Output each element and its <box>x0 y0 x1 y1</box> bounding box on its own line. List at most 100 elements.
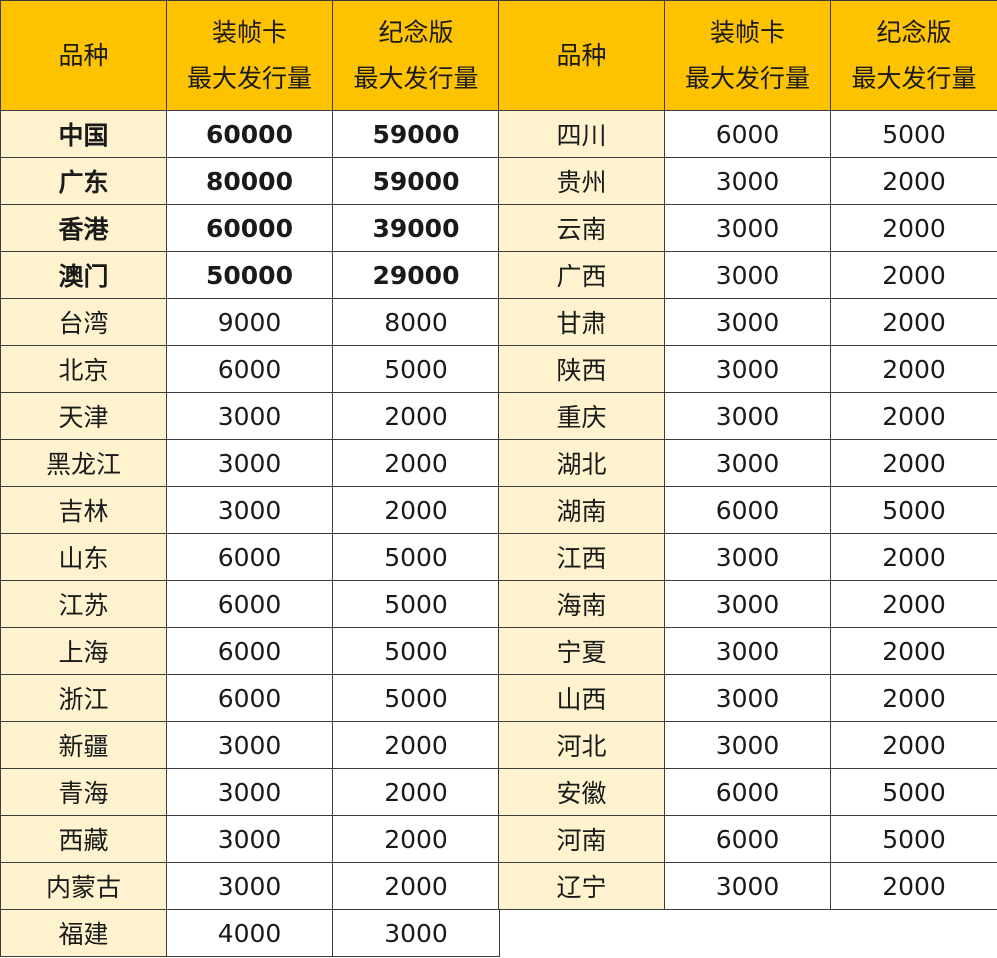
table-row: 香港 60000 39000 <box>0 204 500 252</box>
memorial-max-cell: 2000 <box>830 345 997 393</box>
table-row: 江西 3000 2000 <box>498 533 997 581</box>
header-card-line1: 装帧卡 <box>709 17 785 47</box>
variety-cell: 海南 <box>498 580 665 628</box>
memorial-max-cell: 39000 <box>332 204 500 252</box>
table-row: 云南 3000 2000 <box>498 204 997 252</box>
table-row: 广东 80000 59000 <box>0 157 500 205</box>
table-row: 山西 3000 2000 <box>498 674 997 722</box>
card-max-cell: 6000 <box>166 345 333 393</box>
variety-cell: 台湾 <box>0 298 167 346</box>
variety-cell: 湖南 <box>498 486 665 534</box>
table-row: 黑龙江 3000 2000 <box>0 439 500 487</box>
header-memorial-line1: 纪念版 <box>876 17 952 47</box>
memorial-max-cell: 5000 <box>332 580 500 628</box>
variety-cell: 新疆 <box>0 721 167 769</box>
memorial-max-cell: 2000 <box>830 580 997 628</box>
table-row: 贵州 3000 2000 <box>498 157 997 205</box>
card-max-cell: 3000 <box>664 298 831 346</box>
card-max-cell: 3000 <box>664 251 831 299</box>
card-max-cell: 6000 <box>166 533 333 581</box>
memorial-max-cell: 5000 <box>332 533 500 581</box>
table-row: 辽宁 3000 2000 <box>498 862 997 910</box>
table-row: 青海 3000 2000 <box>0 768 500 816</box>
memorial-max-cell: 5000 <box>332 627 500 675</box>
variety-cell: 辽宁 <box>498 862 665 910</box>
table-row: 河北 3000 2000 <box>498 721 997 769</box>
card-max-cell: 4000 <box>166 909 333 957</box>
variety-cell: 天津 <box>0 392 167 440</box>
variety-cell: 重庆 <box>498 392 665 440</box>
memorial-max-cell: 2000 <box>332 392 500 440</box>
variety-cell: 西藏 <box>0 815 167 863</box>
header-memorial-line2: 最大发行量 <box>353 63 479 93</box>
issuance-table-right: 品种 装帧卡 最大发行量 纪念版 最大发行量 四川 6000 5000 贵州 3000 2… <box>498 0 997 910</box>
card-max-cell: 80000 <box>166 157 333 205</box>
table-row: 安徽 6000 5000 <box>498 768 997 816</box>
table-row: 北京 6000 5000 <box>0 345 500 393</box>
card-max-cell: 3000 <box>166 815 333 863</box>
header-memorial-line1: 纪念版 <box>378 17 454 47</box>
memorial-max-cell: 2000 <box>830 674 997 722</box>
table-row: 湖北 3000 2000 <box>498 439 997 487</box>
memorial-max-cell: 2000 <box>332 862 500 910</box>
variety-cell: 黑龙江 <box>0 439 167 487</box>
memorial-max-cell: 5000 <box>830 486 997 534</box>
memorial-max-cell: 2000 <box>332 768 500 816</box>
table-row: 上海 6000 5000 <box>0 627 500 675</box>
header-card-line1: 装帧卡 <box>211 17 287 47</box>
card-max-cell: 60000 <box>166 204 333 252</box>
variety-cell: 甘肃 <box>498 298 665 346</box>
variety-cell: 山西 <box>498 674 665 722</box>
memorial-max-cell: 2000 <box>830 298 997 346</box>
header-card-line2: 最大发行量 <box>684 63 810 93</box>
memorial-max-cell: 2000 <box>830 204 997 252</box>
memorial-max-cell: 2000 <box>332 439 500 487</box>
variety-cell: 安徽 <box>498 768 665 816</box>
memorial-max-cell: 2000 <box>830 251 997 299</box>
card-max-cell: 3000 <box>664 439 831 487</box>
card-max-cell: 3000 <box>664 721 831 769</box>
memorial-max-cell: 2000 <box>830 627 997 675</box>
table-row: 西藏 3000 2000 <box>0 815 500 863</box>
memorial-max-cell: 2000 <box>830 721 997 769</box>
variety-cell: 云南 <box>498 204 665 252</box>
variety-cell: 香港 <box>0 204 167 252</box>
memorial-max-cell: 5000 <box>332 345 500 393</box>
memorial-max-cell: 5000 <box>830 815 997 863</box>
card-max-cell: 3000 <box>664 157 831 205</box>
variety-cell: 北京 <box>0 345 167 393</box>
memorial-max-cell: 5000 <box>830 768 997 816</box>
header-memorial-max: 纪念版 最大发行量 <box>332 0 500 111</box>
table-row: 甘肃 3000 2000 <box>498 298 997 346</box>
memorial-max-cell: 5000 <box>332 674 500 722</box>
card-max-cell: 3000 <box>166 721 333 769</box>
header-memorial-line2: 最大发行量 <box>851 63 977 93</box>
memorial-max-cell: 2000 <box>332 815 500 863</box>
variety-cell: 上海 <box>0 627 167 675</box>
memorial-max-cell: 3000 <box>332 909 500 957</box>
table-row: 湖南 6000 5000 <box>498 486 997 534</box>
table-row: 海南 3000 2000 <box>498 580 997 628</box>
variety-cell: 贵州 <box>498 157 665 205</box>
header-variety: 品种 <box>498 0 665 111</box>
table-row: 新疆 3000 2000 <box>0 721 500 769</box>
header-card-line2: 最大发行量 <box>186 63 312 93</box>
card-max-cell: 3000 <box>166 392 333 440</box>
card-max-cell: 6000 <box>166 580 333 628</box>
card-max-cell: 3000 <box>664 345 831 393</box>
memorial-max-cell: 2000 <box>830 157 997 205</box>
variety-cell: 浙江 <box>0 674 167 722</box>
card-max-cell: 6000 <box>664 110 831 158</box>
table-row: 四川 6000 5000 <box>498 110 997 158</box>
table-row: 天津 3000 2000 <box>0 392 500 440</box>
memorial-max-cell: 59000 <box>332 110 500 158</box>
memorial-max-cell: 29000 <box>332 251 500 299</box>
card-max-cell: 6000 <box>664 768 831 816</box>
memorial-max-cell: 2000 <box>830 862 997 910</box>
card-max-cell: 3000 <box>166 439 333 487</box>
card-max-cell: 6000 <box>166 627 333 675</box>
table-row: 澳门 50000 29000 <box>0 251 500 299</box>
memorial-max-cell: 2000 <box>830 392 997 440</box>
header-row: 品种 装帧卡 最大发行量 纪念版 最大发行量 <box>0 0 500 111</box>
variety-cell: 江西 <box>498 533 665 581</box>
